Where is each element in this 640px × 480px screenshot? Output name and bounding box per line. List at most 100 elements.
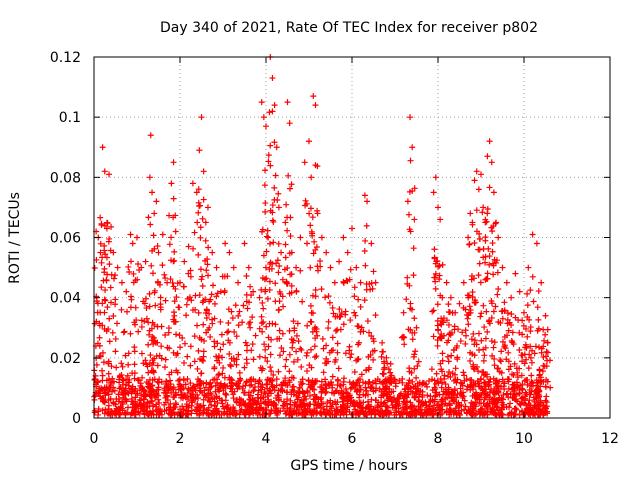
- data-point: [320, 345, 327, 352]
- data-point: [180, 377, 187, 384]
- data-point: [153, 390, 160, 397]
- data-point: [298, 346, 305, 353]
- data-point: [440, 391, 447, 398]
- data-point: [481, 390, 488, 397]
- data-point: [430, 333, 437, 340]
- data-point: [418, 409, 425, 416]
- data-point: [490, 406, 497, 413]
- data-point: [419, 392, 426, 399]
- data-point: [203, 315, 210, 322]
- data-point: [327, 264, 334, 271]
- data-point: [505, 327, 512, 334]
- data-point: [304, 389, 311, 396]
- data-point: [218, 397, 225, 404]
- data-point: [435, 380, 442, 387]
- data-point: [457, 391, 464, 398]
- data-point: [116, 385, 123, 392]
- data-point: [386, 378, 393, 385]
- data-point: [102, 297, 109, 304]
- data-point: [383, 354, 390, 361]
- data-point: [499, 411, 506, 418]
- data-point: [110, 399, 117, 406]
- data-point: [245, 407, 252, 414]
- data-point: [141, 411, 148, 418]
- data-point: [216, 384, 223, 391]
- data-point: [415, 358, 422, 365]
- data-point: [427, 403, 434, 410]
- data-point: [278, 249, 285, 256]
- data-point: [347, 397, 354, 404]
- data-point: [376, 378, 383, 385]
- data-point: [285, 172, 292, 179]
- data-point: [119, 381, 126, 388]
- data-point: [176, 332, 183, 339]
- data-point: [216, 359, 223, 366]
- data-point: [194, 365, 201, 372]
- data-point: [286, 368, 293, 375]
- data-point: [362, 384, 369, 391]
- data-point: [98, 385, 105, 392]
- data-point: [307, 302, 314, 309]
- data-point: [126, 376, 133, 383]
- data-point: [195, 186, 202, 193]
- data-point: [170, 316, 177, 323]
- data-point: [197, 388, 204, 395]
- data-point: [392, 383, 399, 390]
- data-point: [396, 411, 403, 418]
- data-point: [491, 339, 498, 346]
- data-point: [260, 114, 267, 121]
- data-point: [256, 294, 263, 301]
- data-point: [136, 410, 143, 417]
- data-point: [207, 380, 214, 387]
- data-point: [329, 384, 336, 391]
- data-point: [537, 399, 544, 406]
- data-point: [136, 401, 143, 408]
- data-point: [188, 297, 195, 304]
- data-point: [247, 324, 254, 331]
- data-point: [158, 355, 165, 362]
- data-point: [273, 382, 280, 389]
- data-point: [302, 405, 309, 412]
- data-point: [293, 392, 300, 399]
- data-point: [357, 303, 364, 310]
- data-point: [286, 379, 293, 386]
- data-point: [367, 352, 374, 359]
- data-point: [227, 361, 234, 368]
- data-point: [108, 223, 115, 230]
- data-point: [486, 389, 493, 396]
- data-point: [206, 324, 213, 331]
- data-point: [311, 354, 318, 361]
- data-point: [205, 386, 212, 393]
- data-point: [235, 312, 242, 319]
- data-point: [465, 321, 472, 328]
- data-point: [213, 264, 220, 271]
- data-point: [370, 356, 377, 363]
- data-point: [207, 333, 214, 340]
- data-point: [514, 398, 521, 405]
- data-point: [299, 376, 306, 383]
- data-point: [133, 390, 140, 397]
- data-point: [269, 108, 276, 115]
- data-point: [357, 403, 364, 410]
- data-point: [124, 308, 131, 315]
- data-point: [297, 234, 304, 241]
- data-point: [219, 370, 226, 377]
- data-point: [290, 358, 297, 365]
- data-point: [413, 411, 420, 418]
- data-point: [117, 404, 124, 411]
- data-point: [350, 399, 357, 406]
- data-point: [482, 259, 489, 266]
- data-point: [354, 410, 361, 417]
- data-point: [147, 132, 154, 139]
- data-point: [268, 336, 275, 343]
- data-point: [148, 262, 155, 269]
- data-point: [544, 357, 551, 364]
- data-point: [213, 411, 220, 418]
- data-point: [156, 400, 163, 407]
- data-point: [376, 411, 383, 418]
- data-point: [110, 313, 117, 320]
- data-point: [542, 312, 549, 319]
- data-point: [116, 395, 123, 402]
- data-point: [282, 254, 289, 261]
- data-point: [370, 388, 377, 395]
